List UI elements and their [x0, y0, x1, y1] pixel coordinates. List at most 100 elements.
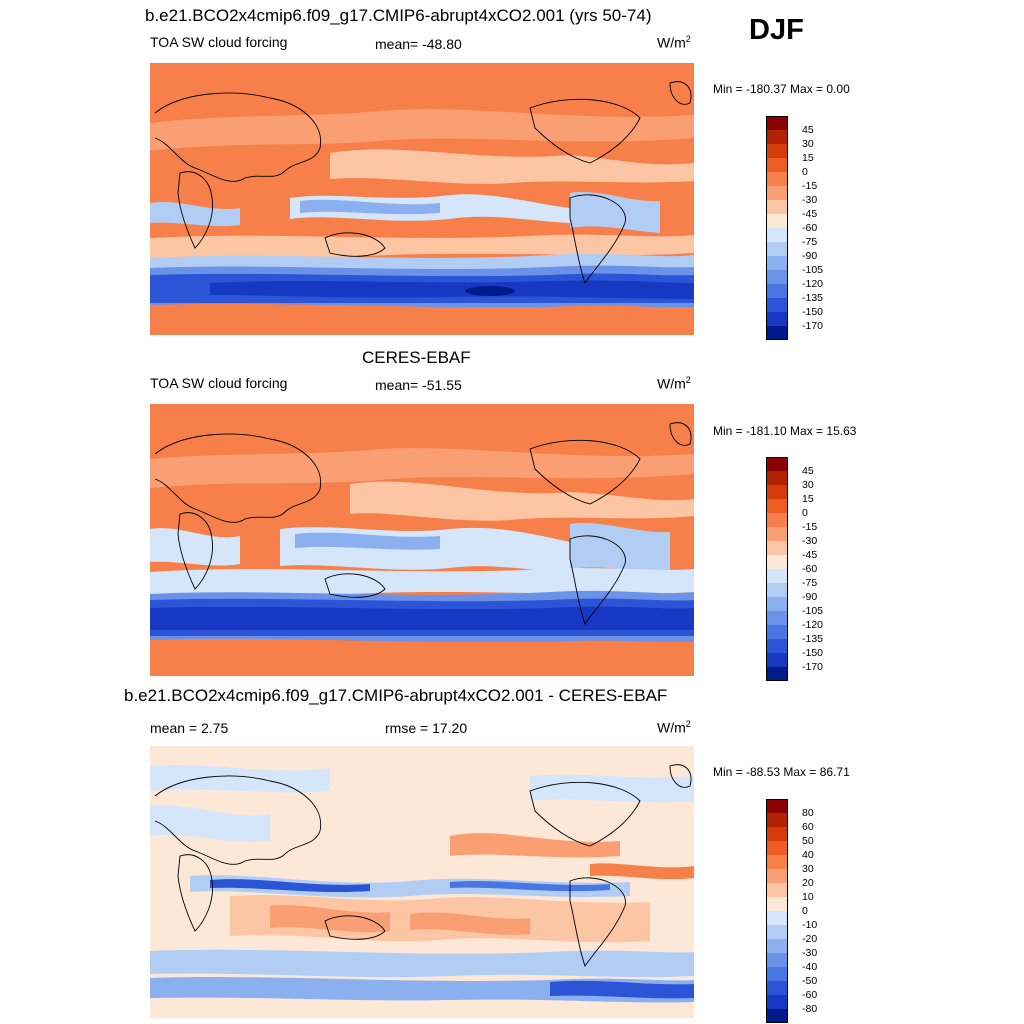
colorbar-swatch — [766, 981, 788, 995]
colorbar-swatch — [766, 214, 788, 228]
units-label: W/m2 — [657, 34, 691, 51]
units-label: W/m2 — [657, 375, 691, 392]
colorbar-swatch — [766, 242, 788, 256]
colorbar-tick-label: -135 — [802, 292, 824, 304]
mean-label: mean = 2.75 — [150, 720, 229, 736]
colorbar-tick-label: -45 — [802, 208, 818, 220]
colorbar-swatch — [766, 925, 788, 939]
colorbar-tick-label: 15 — [802, 493, 814, 505]
colorbar-swatch — [766, 312, 788, 326]
colorbar-swatch — [766, 130, 788, 144]
colorbar-tick-label: 30 — [802, 479, 814, 491]
colorbar-swatch — [766, 827, 788, 841]
colorbar-tick-label: -15 — [802, 180, 818, 192]
colorbar-tick-label: -60 — [802, 222, 818, 234]
colorbar-swatch — [766, 200, 788, 214]
colorbar: 80 60 50 40 30 20 10 0 -10 -20 -30 -40 -… — [766, 799, 866, 1023]
colorbar-swatch — [766, 270, 788, 284]
colorbar-swatch — [766, 186, 788, 200]
colorbar-swatch — [766, 667, 788, 681]
colorbar-swatch — [766, 653, 788, 667]
colorbar-swatch — [766, 855, 788, 869]
colorbar-tick-label: 45 — [802, 465, 814, 477]
colorbar-tick-label: -135 — [802, 633, 824, 645]
colorbar-swatch — [766, 116, 788, 130]
colorbar-swatch — [766, 841, 788, 855]
colorbar-tick-label: -45 — [802, 549, 818, 561]
colorbar-tick-label: -60 — [802, 563, 818, 575]
map-panel — [150, 63, 694, 335]
colorbar-tick-label: -75 — [802, 236, 818, 248]
colorbar-swatch — [766, 625, 788, 639]
mean-label: mean= -51.55 — [375, 377, 462, 393]
colorbar-tick-label: -120 — [802, 278, 824, 290]
colorbar-swatch — [766, 256, 788, 270]
rmse-label: rmse = 17.20 — [385, 720, 468, 736]
colorbar-tick-label: -60 — [802, 989, 818, 1001]
colorbar-tick-label: 0 — [802, 905, 808, 917]
colorbar-tick-label: 15 — [802, 152, 814, 164]
mean-label: mean= -48.80 — [375, 36, 462, 52]
colorbar-swatch — [766, 499, 788, 513]
colorbar-swatch — [766, 485, 788, 499]
colorbar: 45 30 15 0 -15 -30 -45 -60 -75 -90 -105 … — [766, 116, 866, 340]
map-panel — [150, 404, 694, 676]
colorbar-tick-label: -170 — [802, 661, 824, 673]
variable-label: TOA SW cloud forcing — [150, 34, 288, 50]
colorbar-tick-label: -150 — [802, 306, 824, 318]
colorbar-tick-label: -30 — [802, 194, 818, 206]
colorbar-swatch — [766, 897, 788, 911]
colorbar-swatch — [766, 883, 788, 897]
colorbar-tick-label: 40 — [802, 849, 814, 861]
panel-title: b.e21.BCO2x4cmip6.f09_g17.CMIP6-abrupt4x… — [124, 686, 668, 705]
colorbar-tick-label: 10 — [802, 891, 814, 903]
colorbar-tick-label: 50 — [802, 835, 814, 847]
colorbar-swatch — [766, 284, 788, 298]
colorbar-swatch — [766, 639, 788, 653]
colorbar-swatch — [766, 799, 788, 813]
colorbar-swatch — [766, 471, 788, 485]
colorbar-tick-label: -20 — [802, 933, 818, 945]
colorbar-swatch — [766, 158, 788, 172]
units-label: W/m2 — [657, 719, 691, 736]
colorbar-swatch — [766, 953, 788, 967]
colorbar-tick-label: -80 — [802, 1003, 818, 1015]
variable-label: TOA SW cloud forcing — [150, 375, 288, 391]
colorbar-swatch — [766, 911, 788, 925]
colorbar-tick-label: -50 — [802, 975, 818, 987]
colorbar-swatch — [766, 144, 788, 158]
colorbar-tick-label: 45 — [802, 124, 814, 136]
panel-title: CERES-EBAF — [362, 348, 471, 367]
min-max-label: Min = -180.37 Max = 0.00 — [713, 82, 850, 96]
colorbar-swatch — [766, 326, 788, 340]
colorbar-tick-label: 30 — [802, 863, 814, 875]
colorbar-tick-label: 30 — [802, 138, 814, 150]
colorbar-tick-label: -150 — [802, 647, 824, 659]
min-max-label: Min = -181.10 Max = 15.63 — [713, 424, 857, 438]
colorbar-tick-label: -120 — [802, 619, 824, 631]
colorbar-swatch — [766, 555, 788, 569]
colorbar: 45 30 15 0 -15 -30 -45 -60 -75 -90 -105 … — [766, 457, 866, 681]
colorbar-swatch — [766, 541, 788, 555]
colorbar-swatch — [766, 967, 788, 981]
colorbar-tick-label: -90 — [802, 250, 818, 262]
colorbar-swatch — [766, 813, 788, 827]
colorbar-swatch — [766, 1009, 788, 1023]
colorbar-tick-label: -30 — [802, 535, 818, 547]
map-panel — [150, 746, 694, 1018]
colorbar-swatch — [766, 611, 788, 625]
colorbar-tick-label: 20 — [802, 877, 814, 889]
colorbar-tick-label: -170 — [802, 320, 824, 332]
colorbar-tick-label: -90 — [802, 591, 818, 603]
colorbar-swatch — [766, 457, 788, 471]
min-max-label: Min = -88.53 Max = 86.71 — [713, 765, 850, 779]
panel-title: b.e21.BCO2x4cmip6.f09_g17.CMIP6-abrupt4x… — [145, 6, 652, 25]
colorbar-swatch — [766, 939, 788, 953]
colorbar-tick-label: 0 — [802, 507, 808, 519]
colorbar-swatch — [766, 597, 788, 611]
colorbar-tick-label: -75 — [802, 577, 818, 589]
colorbar-tick-label: 80 — [802, 807, 814, 819]
colorbar-swatch — [766, 995, 788, 1009]
colorbar-swatch — [766, 869, 788, 883]
season-label: DJF — [749, 14, 804, 46]
